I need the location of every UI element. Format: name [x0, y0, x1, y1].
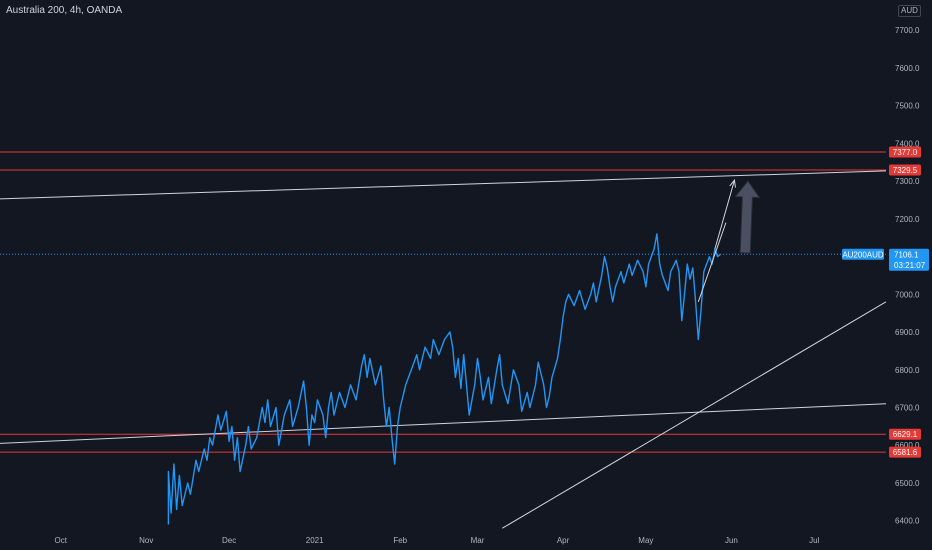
trendline-0 [0, 170, 887, 200]
y-tick-label: 6900.0 [895, 328, 920, 337]
y-tick-label: 7400.0 [895, 139, 920, 148]
projection-line-0 [697, 222, 727, 303]
y-tick-label: 6400.0 [895, 517, 920, 526]
y-tick-label: 7700.0 [895, 26, 920, 35]
symbol-tag-label: AU200AUD [842, 250, 884, 259]
level-tag-label: 7377.0 [893, 148, 918, 157]
level-tag [889, 428, 921, 440]
price-tag-countdown: 03:21:07 [894, 261, 926, 270]
price-tag-value: 7106.1 [894, 250, 919, 259]
symbol-tag [842, 248, 884, 260]
x-tick-label: Jun [725, 536, 738, 545]
y-tick-label: 7600.0 [895, 64, 920, 73]
y-tick-label: 7300.0 [895, 177, 920, 186]
level-tag-label: 6581.6 [893, 448, 918, 457]
trendlines [0, 170, 887, 529]
y-tick-label: 6500.0 [895, 479, 920, 488]
projection-drawing [697, 180, 761, 303]
y-tick-label: 6600.0 [895, 441, 920, 450]
price-series-line-0 [167, 233, 721, 525]
y-tick-label: 7200.0 [895, 215, 920, 224]
price-series [167, 233, 721, 525]
horizontal-levels [0, 151, 886, 453]
x-tick-label: Nov [139, 536, 153, 545]
axis-tags: 7377.0 7329.5 6629.1 6581.6 AU200AUD 7106.1 03… [842, 146, 929, 458]
x-axis: Oct Nov Dec 2021 Feb Mar Apr May Jun Jul [54, 536, 819, 545]
x-tick-label: 2021 [306, 536, 324, 545]
y-tick-label: 6800.0 [895, 366, 920, 375]
currency-badge[interactable]: AUD [898, 5, 921, 17]
y-tick-label: 7000.0 [895, 290, 920, 299]
level-tag [889, 146, 921, 158]
trendline-2 [502, 301, 887, 529]
x-tick-label: Apr [557, 536, 570, 545]
y-tick-label: 7500.0 [895, 102, 920, 111]
level-tag-label: 6629.1 [893, 430, 918, 439]
x-tick-label: Mar [471, 536, 485, 545]
x-tick-label: Jul [809, 536, 819, 545]
chart-title: Australia 200, 4h, OANDA [6, 5, 123, 16]
projection-arrow [734, 180, 761, 254]
level-tag [889, 446, 921, 458]
price-tag [889, 248, 929, 271]
level-tag [889, 164, 921, 176]
projection-line-1 [714, 181, 734, 250]
x-tick-label: Oct [54, 536, 67, 545]
trendline-1 [0, 403, 887, 444]
x-tick-label: Feb [393, 536, 407, 545]
x-tick-label: May [638, 536, 653, 545]
level-tag-label: 7329.5 [893, 166, 918, 175]
y-tick-label: 6700.0 [895, 403, 920, 412]
x-tick-label: Dec [222, 536, 236, 545]
